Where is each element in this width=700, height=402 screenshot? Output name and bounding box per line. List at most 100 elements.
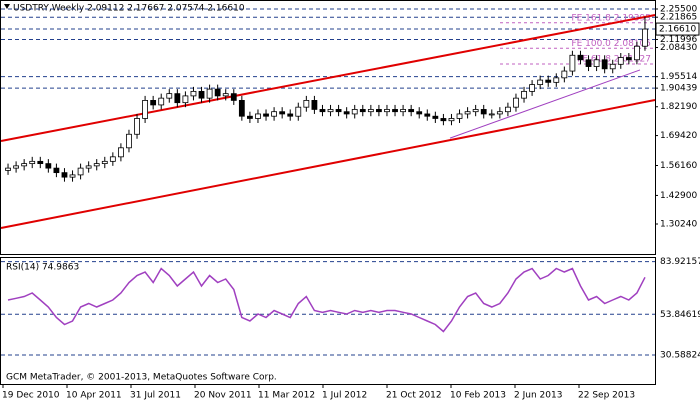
candle-body xyxy=(553,77,560,83)
candle-body xyxy=(593,59,600,67)
rsi-tick-label: 30.58824 xyxy=(660,350,700,360)
candle-body xyxy=(150,100,157,106)
candle-body xyxy=(247,115,253,119)
candle-body xyxy=(625,57,632,61)
channel-line xyxy=(0,99,656,229)
candle-body xyxy=(359,109,366,113)
candle-body xyxy=(230,93,237,101)
candle-body xyxy=(182,95,189,104)
candle-body xyxy=(77,167,84,176)
candle-body xyxy=(93,163,100,167)
x-tick-label: 1 Jul 2012 xyxy=(322,391,367,401)
channel-line xyxy=(0,14,656,142)
candle-body xyxy=(29,160,36,165)
y-tick-label: 2.25500 xyxy=(660,4,697,14)
candle-body xyxy=(472,109,479,113)
candle-body xyxy=(53,167,60,174)
candle-body xyxy=(617,57,624,65)
candle-body xyxy=(198,90,205,99)
candle-body xyxy=(61,172,68,178)
y-tick-label: 2.08430 xyxy=(660,43,697,53)
header-icon xyxy=(4,4,10,9)
y-tick-label: 1.42900 xyxy=(660,191,697,201)
candle-body xyxy=(505,106,511,113)
candle-body xyxy=(319,109,326,113)
candle-body xyxy=(190,90,197,97)
x-tick-label: 10 Feb 2013 xyxy=(450,391,506,401)
candle-body xyxy=(642,28,648,47)
candle-body xyxy=(37,160,44,165)
fib-label: FE 100.0 2.08105 xyxy=(571,39,651,49)
candle-body xyxy=(569,54,576,72)
rsi-header: RSI(14) 74.9863 xyxy=(6,263,79,273)
candle-body xyxy=(634,45,640,61)
y-tick-label: 1.30240 xyxy=(660,220,697,230)
candle-body xyxy=(134,118,140,135)
candle-body xyxy=(13,165,19,169)
candle-body xyxy=(45,163,52,169)
candle-body xyxy=(327,109,334,113)
candle-body xyxy=(222,93,229,97)
candle-body xyxy=(343,111,350,115)
candle-body xyxy=(432,115,439,119)
candle-body xyxy=(21,163,28,167)
y-tick-label: 1.69420 xyxy=(660,131,697,141)
candle-body xyxy=(545,79,552,83)
candle-body xyxy=(263,113,269,117)
candle-body xyxy=(376,109,382,113)
fib-label: FE 161.8 2.19395 xyxy=(571,13,651,23)
candle-body xyxy=(174,93,181,104)
candle-body xyxy=(166,93,173,99)
candle-body xyxy=(529,84,535,92)
candle-body xyxy=(496,111,503,115)
x-tick-label: 19 Dec 2010 xyxy=(2,391,60,401)
candle-body xyxy=(488,113,495,116)
y-tick-label: 2.11996 xyxy=(660,35,697,45)
y-tick-label: 1.90439 xyxy=(660,84,697,94)
candle-body xyxy=(206,88,213,99)
current-price-label: 2.16610 xyxy=(659,25,696,35)
candle-body xyxy=(448,118,455,122)
fib-label: FE 61.8 2.01127 xyxy=(577,55,651,65)
candle-body xyxy=(158,97,165,106)
candle-body xyxy=(118,147,124,158)
candle-body xyxy=(561,70,568,79)
candle-body xyxy=(408,109,415,113)
rsi-tick-label: 53.84619 xyxy=(660,310,700,320)
candle-body xyxy=(456,113,463,119)
candle-body xyxy=(142,100,148,119)
candle-body xyxy=(279,111,286,115)
candle-body xyxy=(480,109,487,115)
y-tick-label: 2.21865 xyxy=(660,13,697,23)
candle-body xyxy=(126,133,132,149)
copyright: GCM MetaTrader, © 2001-2013, MetaQuotes … xyxy=(6,373,277,383)
y-tick-label: 1.95514 xyxy=(660,72,697,82)
candle-body xyxy=(85,165,92,169)
candle-body xyxy=(384,109,390,113)
x-tick-label: 10 Apr 2011 xyxy=(66,391,122,401)
x-tick-label: 11 Mar 2012 xyxy=(258,391,315,401)
x-tick-label: 22 Sep 2013 xyxy=(578,391,635,401)
x-tick-label: 20 Nov 2011 xyxy=(194,391,252,401)
x-tick-label: 21 Oct 2012 xyxy=(386,391,442,401)
rsi-panel xyxy=(0,257,656,385)
candle-body xyxy=(109,156,116,162)
candle-body xyxy=(303,100,310,108)
candle-body xyxy=(400,109,406,113)
candle-body xyxy=(287,113,294,117)
candle-body xyxy=(609,63,616,70)
candle-body xyxy=(214,88,221,97)
current-price-box xyxy=(655,22,700,36)
candle-body xyxy=(351,109,358,115)
candle-body xyxy=(601,59,608,70)
price-panel xyxy=(0,0,656,255)
candle-body xyxy=(392,109,398,113)
candle-body xyxy=(577,54,584,61)
x-tick-label: 2 Jun 2013 xyxy=(514,391,562,401)
candle-body xyxy=(5,167,11,171)
rsi-tick-label: 83.92157 xyxy=(660,257,700,267)
y-tick-label: 1.82190 xyxy=(660,102,697,112)
candle-body xyxy=(271,111,277,117)
candle-body xyxy=(335,109,342,113)
